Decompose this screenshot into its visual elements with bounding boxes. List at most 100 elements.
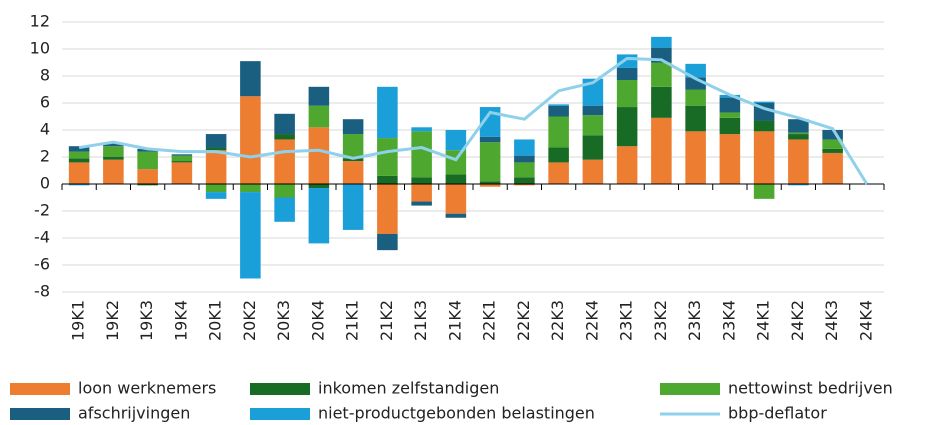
bar-segment xyxy=(274,113,295,135)
bar-segment xyxy=(788,119,809,133)
bar-segment xyxy=(548,147,569,163)
bar-segment xyxy=(411,201,432,206)
bar-segment xyxy=(171,154,193,156)
bar-segment xyxy=(205,184,227,193)
y-tick-label: 8 xyxy=(40,66,50,85)
y-tick-label: -6 xyxy=(34,255,50,274)
bar-segment xyxy=(274,197,295,222)
bar-segment xyxy=(68,162,90,184)
bar-segment xyxy=(205,134,227,148)
bar-segment xyxy=(137,184,158,186)
legend-label: inkomen zelfstandigen xyxy=(318,379,499,398)
bar-segment xyxy=(616,80,638,108)
legend-marker xyxy=(250,383,310,395)
bar-segment xyxy=(651,86,672,118)
bar-segment xyxy=(514,162,535,178)
bar-segment xyxy=(822,130,843,140)
bar-segment xyxy=(788,132,809,135)
bar-segment xyxy=(685,105,706,132)
bar-segment xyxy=(616,146,638,184)
bar-segment xyxy=(445,150,467,175)
y-tick-label: -2 xyxy=(34,201,50,220)
bar-segment xyxy=(308,127,330,184)
bar-segment xyxy=(582,115,604,136)
bar-segment xyxy=(103,157,124,160)
x-tick-label: 22K4 xyxy=(582,300,601,341)
bar-segment xyxy=(411,177,432,184)
bar-segment xyxy=(342,161,364,184)
bar-segment xyxy=(822,148,843,153)
bar-segment xyxy=(274,139,295,184)
y-tick-label: -8 xyxy=(34,282,50,301)
bar-segment xyxy=(719,97,741,113)
bar-segment xyxy=(685,89,706,106)
bar-segment xyxy=(548,162,569,184)
x-tick-label: 21K2 xyxy=(377,300,396,341)
bar-segment xyxy=(68,158,90,163)
legend-label: afschrijvingen xyxy=(78,404,190,423)
bar-segment xyxy=(719,117,741,135)
bar-segment xyxy=(719,112,741,118)
bar-segment xyxy=(479,184,501,187)
bar-segment xyxy=(788,139,809,184)
bar-segment xyxy=(651,62,672,87)
x-tick-label: 22K3 xyxy=(548,300,567,341)
bar-segment xyxy=(616,107,638,147)
bar-segment xyxy=(651,36,672,48)
bar-segment xyxy=(411,184,432,202)
bar-segment xyxy=(205,192,227,199)
bar-segment xyxy=(548,105,569,117)
bar-segment xyxy=(308,188,330,244)
y-tick-label: 4 xyxy=(40,120,50,139)
bar-segment xyxy=(240,192,261,279)
bar-segment xyxy=(479,136,501,143)
bar-segment xyxy=(822,139,843,149)
bar-segment xyxy=(753,184,775,199)
bar-segment xyxy=(240,96,261,184)
x-tick-label: 24K1 xyxy=(754,300,773,341)
y-tick-label: 6 xyxy=(40,93,50,112)
bar-segment xyxy=(137,151,158,170)
x-tick-label: 21K1 xyxy=(343,300,362,341)
x-tick-label: 24K4 xyxy=(856,300,875,341)
x-tick-label: 20K2 xyxy=(240,300,259,341)
bar-segment xyxy=(171,162,193,184)
bar-segment xyxy=(274,134,295,140)
bar-segment xyxy=(685,131,706,184)
bar-segment xyxy=(103,146,124,157)
bar-segment xyxy=(445,184,467,214)
bar-segment xyxy=(103,143,124,147)
bar-segment xyxy=(479,142,501,182)
x-tick-label: 21K4 xyxy=(445,300,464,341)
bar-segment xyxy=(377,86,398,139)
bar-segment xyxy=(240,184,261,193)
bar-segment xyxy=(685,63,706,78)
legend-marker xyxy=(10,408,70,420)
x-tick-label: 24K2 xyxy=(788,300,807,341)
x-tick-label: 23K4 xyxy=(719,300,738,341)
y-tick-label: 0 xyxy=(40,174,50,193)
bar-segment xyxy=(616,54,638,68)
bar-segment xyxy=(616,67,638,81)
legend-label: niet-productgebonden belastingen xyxy=(318,404,595,423)
bar-segment xyxy=(308,105,330,128)
bar-segment xyxy=(411,127,432,132)
bar-segment xyxy=(377,175,398,184)
x-tick-label: 19K3 xyxy=(137,300,156,341)
bar-segment xyxy=(171,155,193,162)
bar-segment xyxy=(308,86,330,106)
bar-segment xyxy=(788,134,809,140)
legend-label: nettowinst bedrijven xyxy=(728,379,893,398)
bar-segment xyxy=(445,130,467,151)
bar-segment xyxy=(822,152,843,184)
y-tick-label: -4 xyxy=(34,228,50,247)
bar-segment xyxy=(68,146,90,152)
bar-segment xyxy=(582,105,604,116)
bar-segment xyxy=(514,184,535,186)
x-tick-label: 19K1 xyxy=(69,300,88,341)
bar-segment xyxy=(651,117,672,184)
bar-segment xyxy=(274,184,295,198)
bar-segment xyxy=(719,134,741,184)
bar-segment xyxy=(342,119,364,135)
